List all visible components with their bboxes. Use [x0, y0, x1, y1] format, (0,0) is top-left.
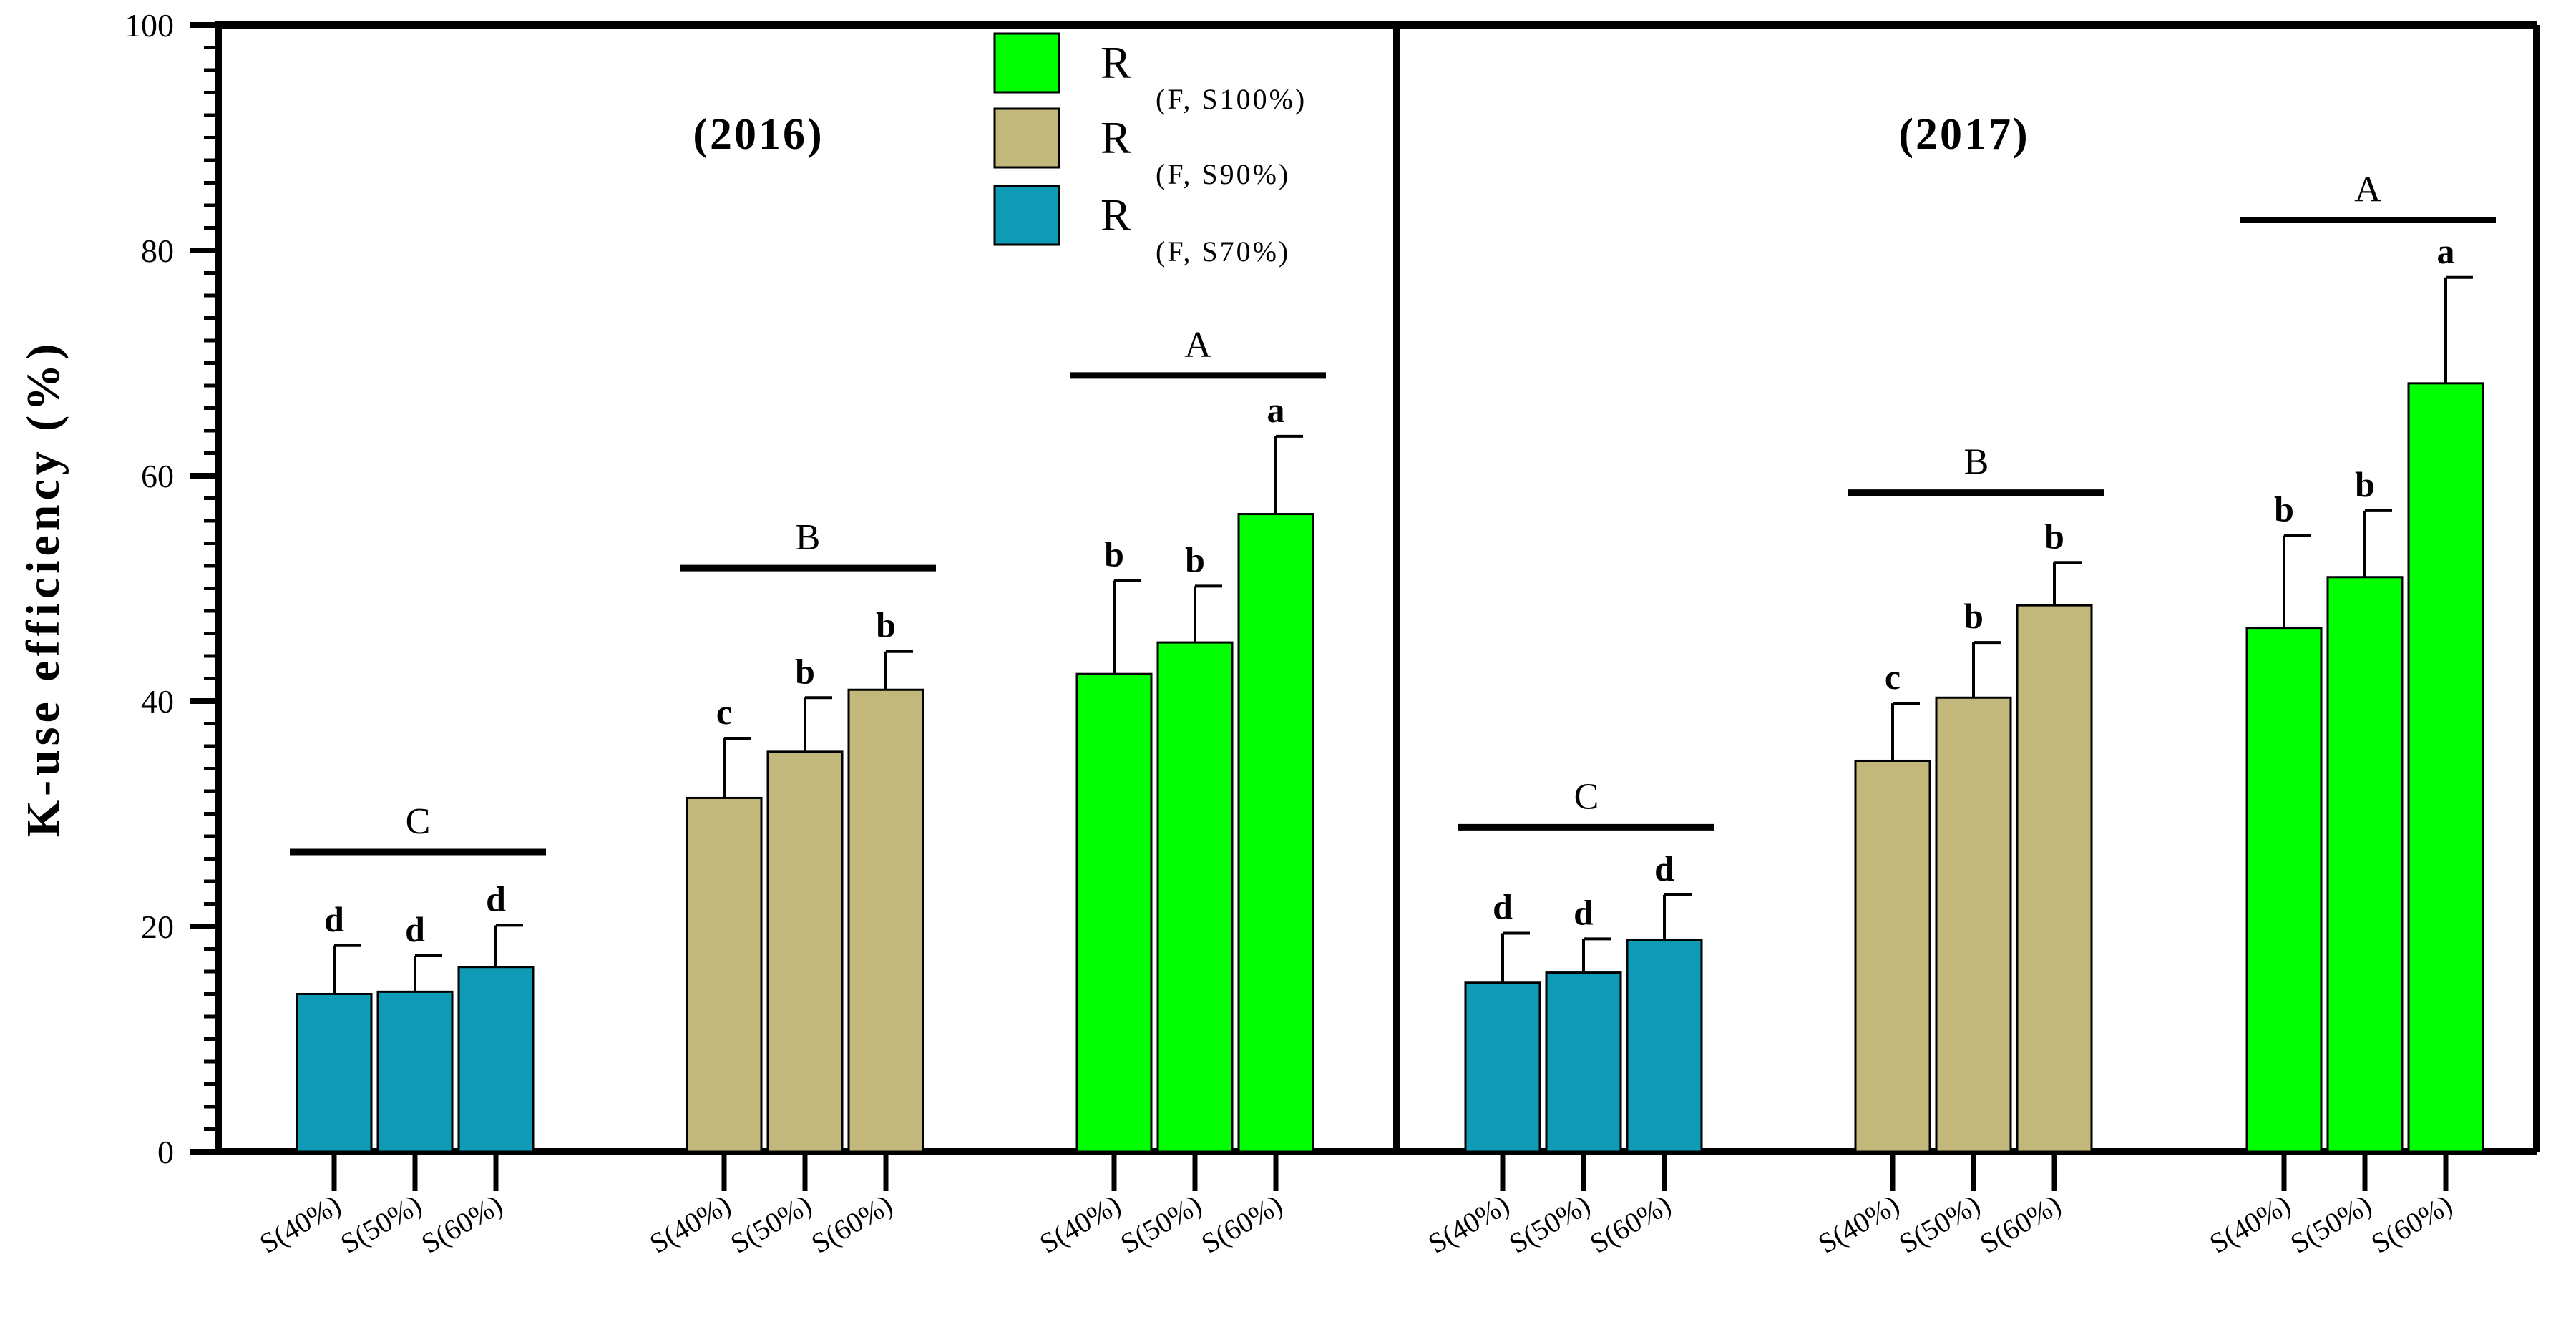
- x-tick-label: S(60%): [806, 1188, 897, 1260]
- y-tick-label: 60: [141, 458, 174, 494]
- significance-label: b: [1185, 539, 1205, 579]
- x-tick-label: S(60%): [416, 1188, 507, 1260]
- significance-label: d: [405, 909, 425, 949]
- x-tick-label: S(50%): [2285, 1188, 2376, 1260]
- bar: [686, 796, 763, 1153]
- bar: [1545, 971, 1622, 1153]
- legend-swatch: [993, 32, 1060, 94]
- x-tick-label: S(60%): [1584, 1188, 1676, 1260]
- year-label: (2017): [1898, 110, 2029, 159]
- annotations: d d d Cc b b B b b a Ad d d Cc b b Bb b a A (2016) (2017): [290, 110, 2496, 949]
- significance-label: b: [876, 605, 896, 645]
- x-tick-label: S(60%): [1974, 1188, 2066, 1260]
- legend-swatch: [993, 185, 1060, 246]
- significance-label: b: [1963, 596, 1984, 636]
- group-label: C: [1574, 776, 1599, 817]
- bar: [1156, 641, 1234, 1153]
- x-tick-label: S(40%): [1034, 1188, 1126, 1260]
- significance-label: d: [486, 878, 506, 919]
- x-tick-label: S(40%): [1813, 1188, 1904, 1260]
- significance-label: b: [2355, 464, 2375, 504]
- x-tick-label: S(40%): [644, 1188, 736, 1260]
- x-tick-label: S(40%): [1423, 1188, 1514, 1260]
- group-label: B: [796, 517, 821, 558]
- x-tick-label: S(40%): [254, 1188, 346, 1260]
- bar: [766, 750, 844, 1153]
- bar: [2326, 576, 2404, 1153]
- y-tick-label: 40: [141, 683, 174, 720]
- bar: [296, 993, 373, 1153]
- x-tick-label: S(50%): [1503, 1188, 1595, 1260]
- group-label: C: [406, 801, 431, 842]
- bar: [2016, 604, 2093, 1153]
- y-tick-label: 0: [157, 1134, 174, 1170]
- legend: R (F, S100%) R (F, S90%) R (F, S70%): [993, 32, 1307, 268]
- x-tick-label: S(60%): [1196, 1188, 1287, 1260]
- significance-label: a: [2437, 231, 2455, 271]
- legend-swatch: [993, 107, 1060, 169]
- group-label: A: [1184, 325, 1211, 366]
- legend-sublabel: (F, S90%): [1156, 158, 1290, 190]
- significance-label: d: [1574, 892, 1594, 932]
- significance-label: d: [1493, 886, 1513, 926]
- x-tick-label: S(50%): [1115, 1188, 1206, 1260]
- bar: [457, 966, 535, 1153]
- group-label: A: [2354, 169, 2381, 210]
- x-tick-label: S(40%): [2204, 1188, 2296, 1260]
- legend-label: R: [1101, 37, 1131, 88]
- y-tick-label: 20: [141, 909, 174, 945]
- bar: [2407, 382, 2484, 1153]
- bar: [847, 688, 924, 1153]
- significance-label: c: [716, 692, 732, 732]
- significance-label: b: [2274, 489, 2294, 529]
- bar: [1935, 696, 2012, 1153]
- x-tick-label: S(50%): [335, 1188, 426, 1260]
- bar: [2245, 627, 2323, 1153]
- x-tick-label: S(50%): [725, 1188, 816, 1260]
- x-tick-label: S(60%): [2366, 1188, 2457, 1260]
- bars: [296, 275, 2484, 1153]
- bar: [376, 990, 454, 1153]
- significance-label: b: [795, 651, 815, 691]
- y-tick-label: 80: [141, 232, 174, 269]
- bar: [1464, 981, 1541, 1153]
- bar: [1075, 672, 1153, 1153]
- year-label: (2016): [693, 110, 824, 159]
- significance-label: b: [2044, 516, 2064, 556]
- legend-label: R: [1101, 190, 1131, 240]
- significance-label: d: [1654, 848, 1674, 888]
- significance-label: a: [1267, 390, 1285, 430]
- legend-label: R: [1101, 112, 1131, 163]
- significance-label: b: [1104, 534, 1124, 574]
- bar: [1237, 513, 1314, 1153]
- legend-sublabel: (F, S100%): [1156, 83, 1307, 115]
- group-label: B: [1964, 442, 1989, 483]
- significance-label: c: [1885, 657, 1901, 697]
- significance-label: d: [324, 899, 344, 939]
- y-tick-label: 100: [125, 7, 174, 44]
- bar: [1854, 759, 1931, 1153]
- bar: [1626, 939, 1703, 1153]
- legend-sublabel: (F, S70%): [1156, 235, 1290, 268]
- y-axis-label: K-use efficiency (%): [17, 340, 69, 837]
- x-tick-label: S(50%): [1893, 1188, 1985, 1260]
